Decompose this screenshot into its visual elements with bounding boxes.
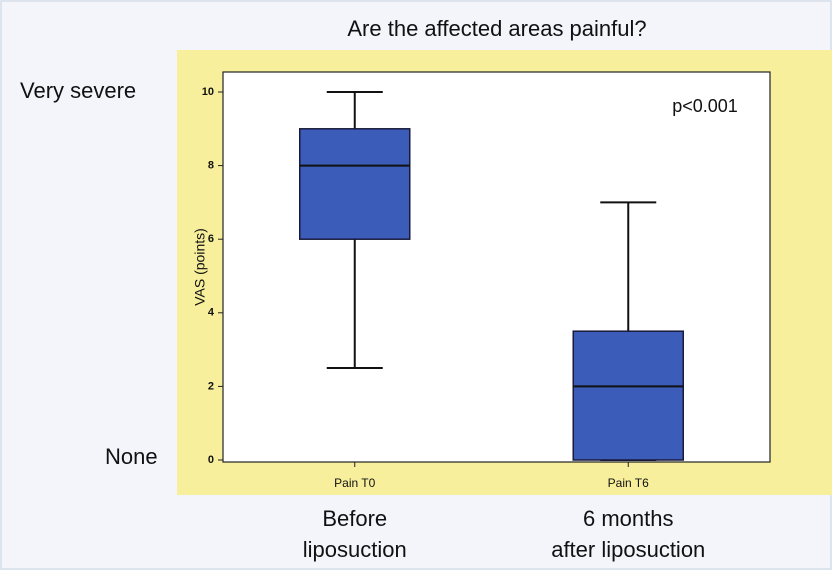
y-tick-label: 8	[208, 160, 214, 172]
scale-bottom-label: None	[105, 444, 158, 469]
scale-top-label: Very severe	[20, 78, 136, 103]
x-tick-label: Pain T6	[608, 476, 649, 490]
category-description: Before	[322, 506, 387, 531]
y-tick-label: 10	[202, 86, 214, 98]
annotation: p<0.001	[672, 96, 738, 116]
y-tick-label: 2	[208, 380, 214, 392]
category-description: after liposuction	[551, 537, 705, 562]
chart-title: Are the affected areas painful?	[347, 16, 646, 41]
category-description: 6 months	[583, 506, 674, 531]
x-tick-label: Pain T0	[334, 476, 375, 490]
category-description: liposuction	[303, 537, 407, 562]
box	[299, 128, 411, 240]
y-axis-label: VAS (points)	[192, 228, 208, 306]
y-tick-label: 0	[208, 454, 214, 466]
y-tick-label: 6	[208, 233, 214, 245]
box	[572, 330, 684, 461]
y-tick-label: 4	[208, 307, 215, 319]
